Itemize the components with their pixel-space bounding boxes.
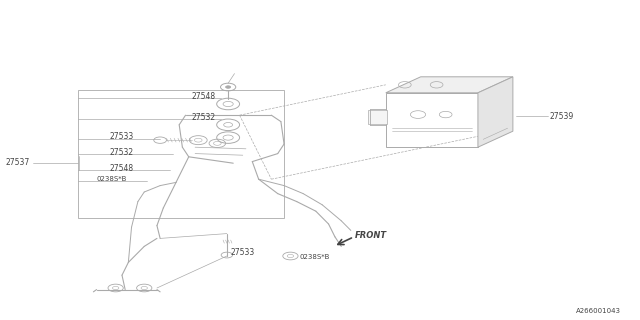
Polygon shape <box>386 77 513 93</box>
Text: 27548: 27548 <box>109 164 133 173</box>
Bar <box>77 90 284 218</box>
Text: 27533: 27533 <box>230 248 254 257</box>
Text: 27548: 27548 <box>192 92 216 100</box>
Text: 27539: 27539 <box>550 111 574 121</box>
Text: 27532: 27532 <box>109 148 133 157</box>
Text: 27532: 27532 <box>192 113 216 122</box>
Text: 0238S*B: 0238S*B <box>300 254 330 260</box>
Text: 27533: 27533 <box>109 132 134 141</box>
Text: 0238S*B: 0238S*B <box>97 176 127 182</box>
Text: FRONT: FRONT <box>355 231 387 240</box>
Circle shape <box>225 86 230 88</box>
Text: A266001043: A266001043 <box>576 308 621 314</box>
Polygon shape <box>386 93 478 147</box>
Text: 27537: 27537 <box>6 158 30 167</box>
Bar <box>368 110 387 124</box>
Polygon shape <box>478 77 513 147</box>
